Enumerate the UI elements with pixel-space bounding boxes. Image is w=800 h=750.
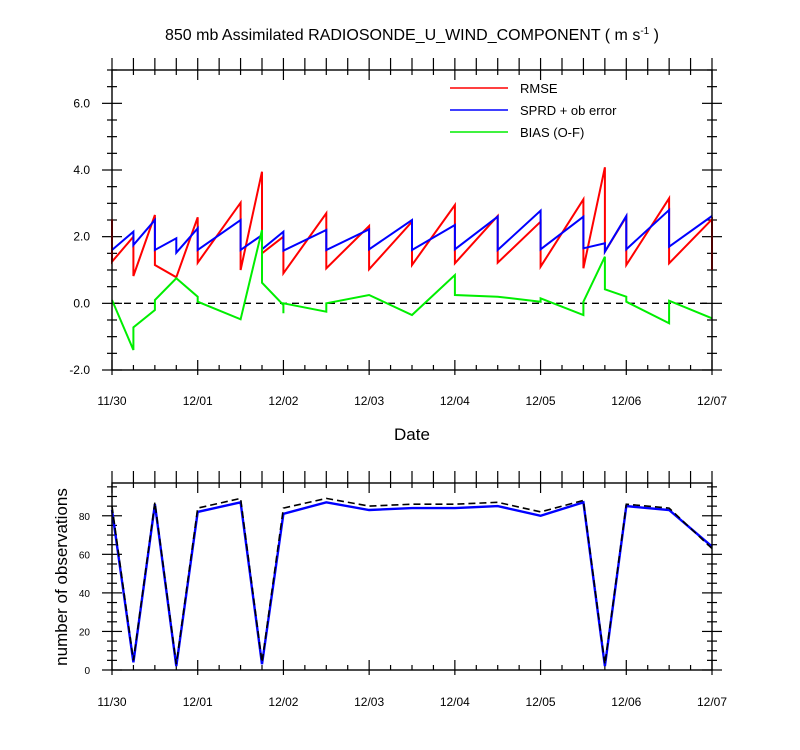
bottom-panel-ticks bbox=[102, 471, 722, 675]
y-tick-label: 40 bbox=[79, 589, 91, 600]
bottom-panel-series bbox=[110, 497, 713, 667]
x-axis-title: Date bbox=[394, 425, 430, 444]
y-tick-label: 20 bbox=[79, 627, 91, 638]
x-tick-label: 12/05 bbox=[526, 394, 556, 408]
series-line-possible bbox=[111, 497, 713, 665]
x-tick-label: 12/03 bbox=[354, 695, 384, 709]
x-tick-label: 12/05 bbox=[526, 695, 556, 709]
y-tick-label: 0.0 bbox=[73, 296, 90, 310]
x-tick-label: 11/30 bbox=[97, 394, 126, 408]
legend: RMSE SPRD + ob error BIAS (O-F) bbox=[450, 81, 617, 140]
y-tick-label: 4.0 bbox=[73, 163, 90, 177]
x-tick-label: 12/07 bbox=[697, 695, 727, 709]
bottom-panel: 11/30 12/01 12/02 12/03 12/04 12/05 12/06 12/07… bbox=[52, 471, 727, 709]
series-line-assimilated bbox=[110, 500, 713, 667]
x-tick-label: 12/04 bbox=[440, 394, 470, 408]
top-panel-tick-labels: 11/30 12/01 12/02 12/03 12/04 12/05 12/06 12/07… bbox=[69, 96, 727, 408]
x-tick-label: 12/01 bbox=[183, 394, 213, 408]
chart-title-end: ) bbox=[649, 27, 659, 44]
x-tick-label: 12/03 bbox=[354, 394, 384, 408]
y-tick-label: -2.0 bbox=[69, 363, 90, 377]
top-panel-frame bbox=[111, 69, 713, 371]
top-panel-series bbox=[111, 167, 713, 351]
series-line-sprd-ob-error bbox=[111, 207, 713, 256]
y-tick-label: 0 bbox=[84, 666, 90, 677]
bottom-panel-frame bbox=[111, 482, 713, 671]
y-tick-label: 6.0 bbox=[73, 96, 90, 110]
x-tick-label: 12/02 bbox=[268, 394, 298, 408]
top-panel-ticks bbox=[102, 58, 722, 375]
y-tick-label: 60 bbox=[79, 550, 91, 561]
series-line-bias-o-f bbox=[111, 229, 713, 351]
x-tick-label: 12/06 bbox=[611, 394, 641, 408]
y-axis-title-observations: number of observations bbox=[52, 488, 71, 666]
y-tick-label: 2.0 bbox=[73, 230, 90, 244]
bottom-panel-tick-labels: 11/30 12/01 12/02 12/03 12/04 12/05 12/06 12/07… bbox=[79, 512, 727, 709]
x-tick-label: 12/01 bbox=[183, 695, 213, 709]
legend-label-bias: BIAS (O-F) bbox=[520, 125, 584, 140]
x-tick-label: 12/07 bbox=[697, 394, 727, 408]
y-tick-label: 80 bbox=[79, 512, 91, 523]
chart-title-main: 850 mb Assimilated RADIOSONDE_U_WIND_COM… bbox=[165, 27, 640, 44]
legend-label-rmse: RMSE bbox=[520, 81, 558, 96]
x-tick-label: 12/02 bbox=[268, 695, 298, 709]
top-panel: 11/30 12/01 12/02 12/03 12/04 12/05 12/06 12/07… bbox=[69, 58, 727, 444]
chart-title: 850 mb Assimilated RADIOSONDE_U_WIND_COM… bbox=[165, 26, 659, 44]
chart-title-superscript: -1 bbox=[640, 26, 649, 37]
x-tick-label: 12/04 bbox=[440, 695, 470, 709]
x-tick-label: 11/30 bbox=[97, 695, 126, 709]
legend-label-sprd: SPRD + ob error bbox=[520, 103, 617, 118]
x-tick-label: 12/06 bbox=[611, 695, 641, 709]
